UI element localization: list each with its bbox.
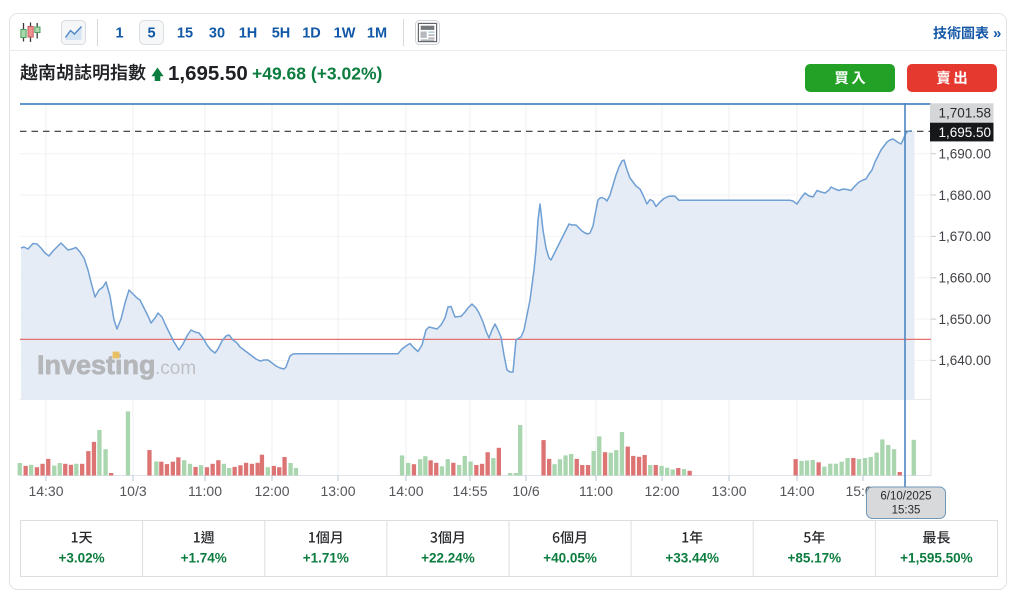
svg-text:14:30: 14:30 [28,483,63,499]
svg-text:1,650.00: 1,650.00 [939,312,992,327]
svg-text:1,695.50: 1,695.50 [168,62,248,85]
svg-text:+40.05%: +40.05% [543,551,597,566]
svg-text:14:55: 14:55 [452,483,487,499]
svg-text:10/3: 10/3 [119,483,146,499]
svg-text:30: 30 [209,26,225,42]
svg-text:1,680.00: 1,680.00 [939,188,992,203]
svg-text:15:35: 15:35 [892,505,921,517]
svg-text:13:00: 13:00 [711,483,746,499]
svg-text:11:00: 11:00 [188,483,222,499]
svg-text:14:00: 14:00 [388,483,423,499]
svg-text:1,701.58: 1,701.58 [939,106,992,121]
svg-text:1,660.00: 1,660.00 [939,271,992,286]
svg-text:11:00: 11:00 [579,483,613,499]
svg-text:1,640.00: 1,640.00 [939,353,992,368]
svg-text:15: 15 [177,26,193,42]
svg-text:1M: 1M [367,26,387,42]
svg-text:1H: 1H [239,26,258,42]
svg-text:+22.24%: +22.24% [421,551,475,566]
svg-text:1: 1 [115,26,123,42]
svg-text:1,695.50: 1,695.50 [939,125,992,140]
svg-text:14:00: 14:00 [779,483,814,499]
svg-text:1W: 1W [334,26,356,42]
svg-text:+85.17%: +85.17% [787,551,841,566]
svg-text:1,670.00: 1,670.00 [939,229,992,244]
svg-text:+49.68 (+3.02%): +49.68 (+3.02%) [252,64,382,84]
svg-text:+33.44%: +33.44% [665,551,719,566]
svg-text:12:00: 12:00 [644,483,679,499]
svg-text:+1.71%: +1.71% [303,551,349,566]
svg-text:12:00: 12:00 [254,483,289,499]
svg-text:+3.02%: +3.02% [59,551,105,566]
svg-text:»: » [993,25,1001,42]
svg-text:+1,595.50%: +1,595.50% [900,551,972,566]
svg-text:5H: 5H [272,26,291,42]
svg-text:.com: .com [155,358,196,379]
svg-text:6/10/2025: 6/10/2025 [880,490,931,502]
svg-text:Investing: Investing [37,350,156,380]
svg-text:10/6: 10/6 [512,483,539,499]
svg-text:+1.74%: +1.74% [181,551,227,566]
svg-text:5: 5 [147,26,155,42]
svg-text:1,690.00: 1,690.00 [939,147,992,162]
svg-text:13:00: 13:00 [320,483,355,499]
svg-text:1D: 1D [302,26,321,42]
